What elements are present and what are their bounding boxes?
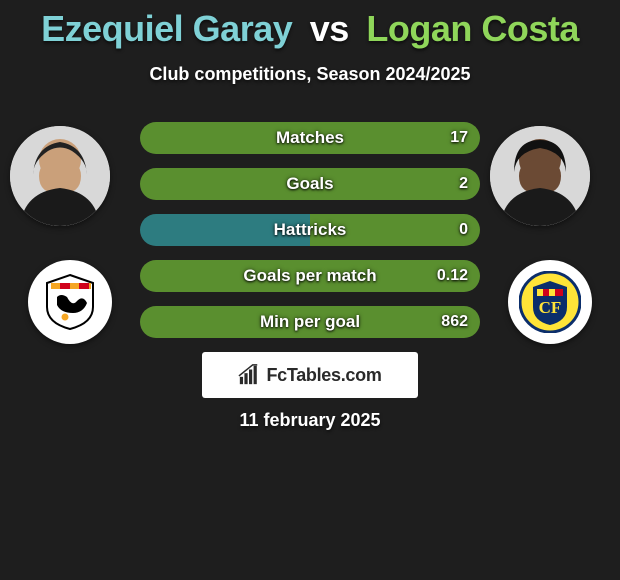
stat-value-right: 0 [447, 214, 480, 246]
subtitle: Club competitions, Season 2024/2025 [0, 64, 620, 85]
stat-row: Hattricks0 [140, 214, 480, 246]
player1-name: Ezequiel Garay [41, 8, 292, 49]
player1-avatar [10, 126, 110, 226]
svg-text:CF: CF [539, 298, 562, 317]
stat-value-left [140, 260, 164, 292]
date-text: 11 february 2025 [0, 410, 620, 431]
comparison-title: Ezequiel Garay vs Logan Costa [0, 0, 620, 50]
bar-chart-icon [238, 364, 260, 386]
stat-label: Hattricks [140, 214, 480, 246]
valencia-badge-icon [39, 271, 101, 333]
person-silhouette-icon [10, 126, 110, 226]
stat-value-right: 17 [438, 122, 480, 154]
villarreal-badge-icon: CF [519, 271, 581, 333]
stat-row: Goals per match0.12 [140, 260, 480, 292]
team2-crest: CF [508, 260, 592, 344]
stats-container: Matches17 Goals2 Hattricks0 Goals per match… [140, 122, 480, 352]
vs-text: vs [310, 8, 349, 49]
stat-row: Min per goal862 [140, 306, 480, 338]
stat-row: Goals2 [140, 168, 480, 200]
stat-label: Matches [140, 122, 480, 154]
stat-value-right: 2 [447, 168, 480, 200]
person-silhouette-icon [490, 126, 590, 226]
source-logo: FcTables.com [202, 352, 418, 398]
player2-name: Logan Costa [366, 8, 579, 49]
stat-value-right: 862 [429, 306, 480, 338]
team1-crest [28, 260, 112, 344]
stat-value-left [140, 306, 164, 338]
source-logo-text: FcTables.com [266, 365, 381, 386]
stat-value-left [140, 168, 164, 200]
stat-row: Matches17 [140, 122, 480, 154]
stat-label: Goals [140, 168, 480, 200]
stat-value-left [140, 122, 164, 154]
player2-avatar [490, 126, 590, 226]
stat-value-left [140, 214, 164, 246]
stat-value-right: 0.12 [425, 260, 480, 292]
